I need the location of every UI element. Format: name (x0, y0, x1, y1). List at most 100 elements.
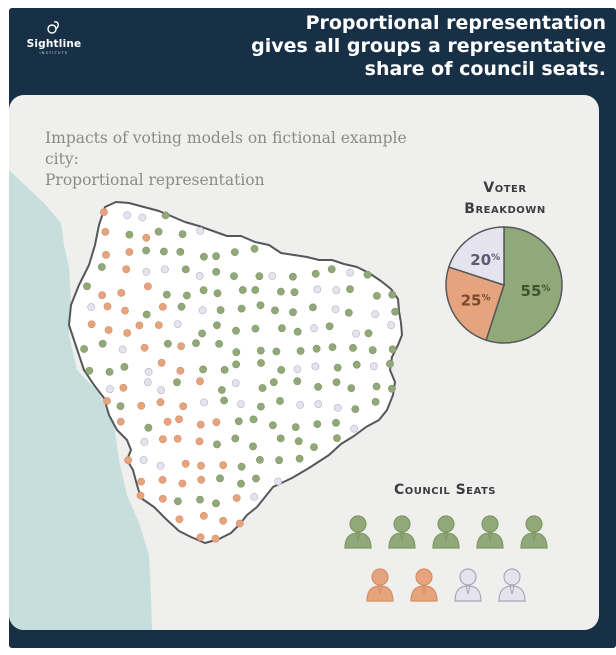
voter-dot-orange (124, 456, 132, 465)
voter-dot-green (216, 474, 224, 483)
council-seat-green-icon (343, 514, 373, 550)
pie-slice-lavender (447, 226, 505, 287)
voter-dot-orange (98, 291, 106, 300)
voter-dot-orange (199, 511, 208, 520)
voter-dot-lavender (346, 268, 354, 277)
subtitle: Impacts of voting models on fictional ex… (45, 128, 445, 191)
voter-dot-green (196, 495, 204, 504)
voter-dot-green (276, 287, 285, 296)
voter-dot-green (291, 423, 300, 431)
voter-dot-green (293, 377, 302, 386)
voter-dot-green (333, 363, 342, 372)
voter-dot-green (220, 365, 229, 374)
voter-dot-lavender (369, 362, 378, 371)
brand-name: Sightline (26, 38, 82, 50)
voter-dot-green (213, 440, 221, 449)
voter-dot-green (249, 442, 257, 451)
voter-dot-orange (104, 326, 113, 334)
voter-dot-green (163, 339, 172, 348)
voter-dot-green (173, 497, 182, 506)
voter-dot-green (294, 437, 303, 446)
subtitle-line-1: Impacts of voting models on fictional ex… (45, 129, 407, 168)
voter-dot-green (277, 324, 286, 333)
headline: Proportional representation gives all gr… (186, 12, 606, 81)
voter-dot-orange (197, 475, 206, 484)
voter-dot-green (85, 366, 94, 375)
voter-dot-orange (177, 342, 185, 350)
council-seat-green-icon (519, 514, 549, 550)
voter-dot-orange (163, 417, 172, 426)
voter-dot-green (328, 343, 337, 351)
voter-dot-lavender (156, 461, 165, 470)
voter-dot-green (333, 434, 341, 442)
council-seat-orange-icon (409, 567, 439, 603)
voter-dot-green (212, 499, 220, 508)
voter-dot-green (213, 289, 222, 298)
voter-dot-green (272, 347, 281, 356)
headline-line-3: share of council seats. (364, 58, 606, 80)
voter-dot-green (173, 378, 181, 387)
voter-dot-green (177, 302, 186, 311)
voter-dot-green (312, 344, 321, 353)
voter-dot-orange (197, 461, 205, 470)
voter-dot-green (252, 474, 260, 483)
voter-dot-orange (235, 519, 244, 528)
voter-breakdown-title-line-2: Breakdown (464, 201, 546, 217)
voter-dot-orange (116, 417, 125, 426)
voter-dot-green (349, 343, 357, 352)
voter-dot-green (116, 402, 125, 410)
voter-dot-orange (137, 401, 146, 410)
pie-label-orange: 25% (461, 291, 491, 309)
voter-dot-green (178, 230, 187, 238)
pie-label-green: 55% (521, 282, 551, 300)
voter-dot-lavender (333, 403, 342, 412)
voter-dot-lavender (274, 477, 282, 486)
voter-dot-green (251, 286, 260, 294)
voter-dot-lavender (160, 265, 169, 274)
voter-dot-green (237, 304, 246, 313)
voter-dot-lavender (310, 324, 318, 333)
voter-dot-green (125, 230, 134, 239)
voter-dot-green (237, 462, 246, 471)
voter-dot-orange (156, 398, 165, 407)
voter-dot-green (232, 348, 241, 357)
voter-dot-orange (87, 320, 96, 329)
voter-dot-orange (125, 248, 134, 256)
voter-dot-lavender (198, 306, 207, 315)
headline-line-1: Proportional representation (305, 12, 606, 34)
voter-dot-orange (157, 358, 166, 367)
subtitle-line-2: Proportional representation (45, 171, 265, 189)
voter-dot-green (199, 252, 208, 261)
voter-dot-lavender (350, 424, 358, 433)
voter-dot-lavender (231, 379, 240, 387)
voter-dot-green (327, 265, 336, 274)
voter-dot-green (256, 402, 265, 411)
voter-dot-orange (123, 329, 132, 337)
voter-dot-green (216, 306, 225, 314)
voter-dot-green (182, 291, 191, 300)
voter-dot-green (181, 265, 190, 274)
voter-dot-green (105, 367, 114, 376)
voter-dot-green (250, 244, 259, 253)
voter-dot-lavender (143, 378, 152, 387)
voter-dot-green (234, 417, 243, 426)
voter-dot-orange (117, 288, 126, 297)
voter-dot-green (289, 308, 297, 317)
voter-dot-orange (102, 250, 110, 259)
voter-dot-green (368, 346, 377, 355)
council-seat-green-icon (475, 514, 505, 550)
voter-dot-green (238, 286, 247, 294)
council-seat-green-icon (431, 514, 461, 550)
council-seats-title: Council Seats (394, 482, 496, 498)
voter-dot-lavender (140, 437, 149, 446)
voter-dot-green (220, 396, 228, 405)
voter-dot-green (154, 227, 163, 236)
voter-dot-lavender (313, 285, 322, 294)
voter-dot-green (212, 267, 221, 276)
voter-dot-green (142, 310, 151, 319)
voter-dot-green (98, 339, 107, 348)
voter-dot-green (256, 301, 265, 310)
voter-dot-green (199, 286, 208, 295)
voter-dot-green (325, 322, 334, 331)
voter-dot-orange (122, 265, 131, 274)
